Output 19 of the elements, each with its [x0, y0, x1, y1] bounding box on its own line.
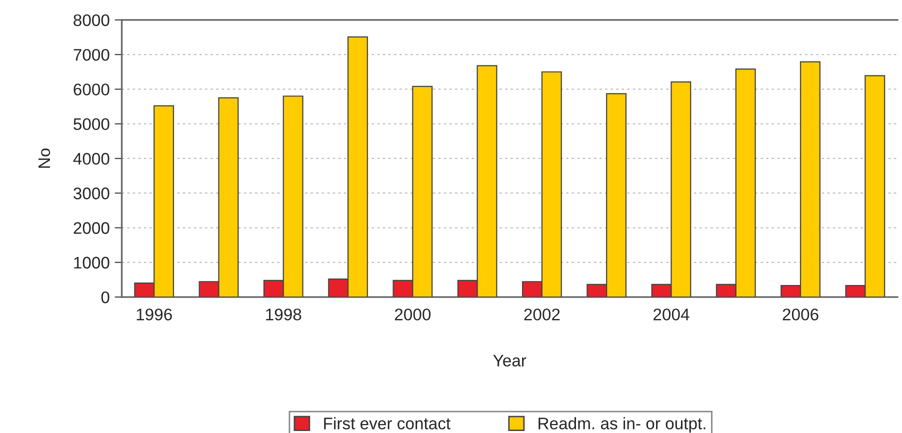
x-tick-label: 2004 [654, 308, 690, 320]
y-tick-label: 1000 [74, 256, 110, 269]
y-tick-label: 5000 [74, 118, 110, 130]
y-tick-label: 3000 [74, 188, 110, 200]
y-tick-label: 2000 [74, 222, 110, 234]
y-axis-title: No [38, 148, 50, 168]
y-tick-label: 0 [101, 291, 110, 304]
y-tick-label: 8000 [74, 14, 110, 26]
x-tick-label: 1998 [266, 308, 302, 320]
y-tick-label: 4000 [73, 152, 110, 165]
x-axis-title: Year [493, 354, 526, 366]
y-tick-label: 7000 [74, 48, 110, 61]
legend-label: Readm. as in- or outpt. [538, 417, 706, 433]
x-tick-label: 2006 [782, 308, 818, 320]
x-tick-label: 2000 [394, 308, 431, 320]
y-tick-label: 6000 [74, 84, 110, 96]
legend-label: First ever contact [324, 417, 450, 430]
x-tick-label: 1996 [136, 308, 172, 320]
x-tick-label: 2002 [524, 308, 560, 320]
